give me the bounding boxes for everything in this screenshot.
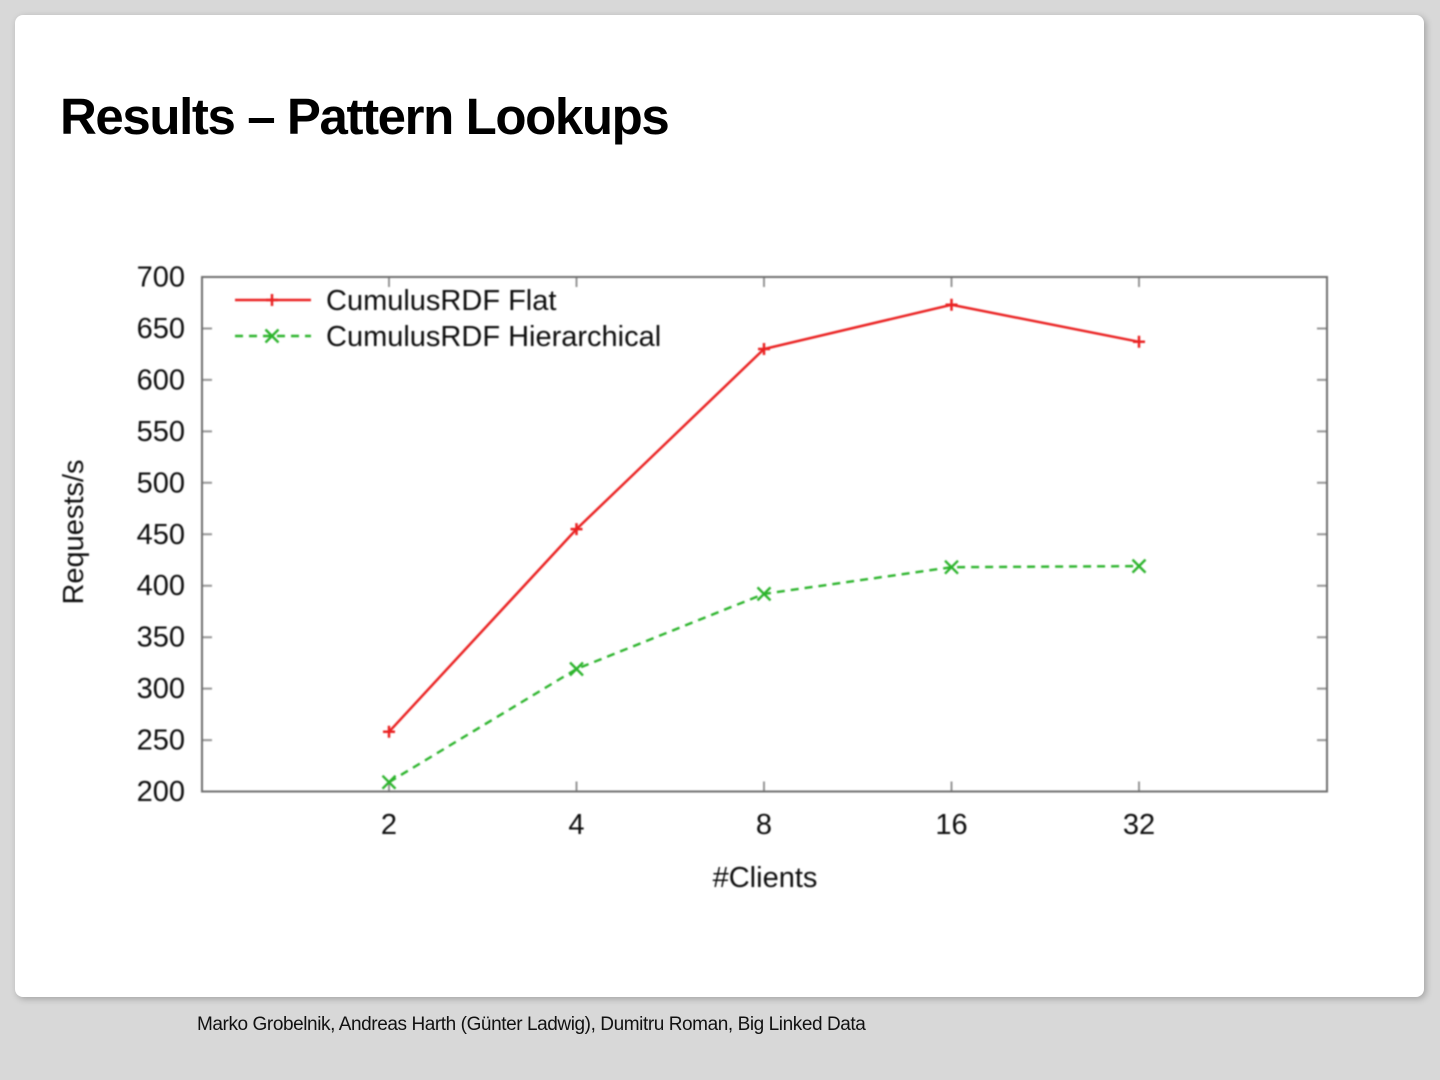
svg-text:450: 450 — [137, 519, 185, 551]
svg-text:200: 200 — [137, 776, 185, 808]
svg-text:350: 350 — [137, 622, 185, 654]
svg-text:8: 8 — [756, 809, 772, 841]
svg-text:Requests/s: Requests/s — [58, 459, 90, 604]
svg-text:400: 400 — [137, 570, 185, 602]
svg-text:650: 650 — [137, 313, 185, 345]
svg-text:500: 500 — [137, 467, 185, 499]
svg-text:#Clients: #Clients — [713, 862, 818, 894]
svg-text:2: 2 — [381, 809, 397, 841]
svg-text:700: 700 — [137, 262, 185, 294]
svg-text:250: 250 — [137, 725, 185, 757]
svg-text:550: 550 — [137, 416, 185, 448]
svg-text:600: 600 — [137, 364, 185, 396]
svg-text:4: 4 — [568, 809, 584, 841]
svg-text:CumulusRDF Hierarchical: CumulusRDF Hierarchical — [326, 321, 661, 353]
svg-text:300: 300 — [137, 673, 185, 705]
svg-text:16: 16 — [935, 809, 967, 841]
svg-text:CumulusRDF Flat: CumulusRDF Flat — [326, 285, 556, 317]
svg-text:32: 32 — [1123, 809, 1155, 841]
